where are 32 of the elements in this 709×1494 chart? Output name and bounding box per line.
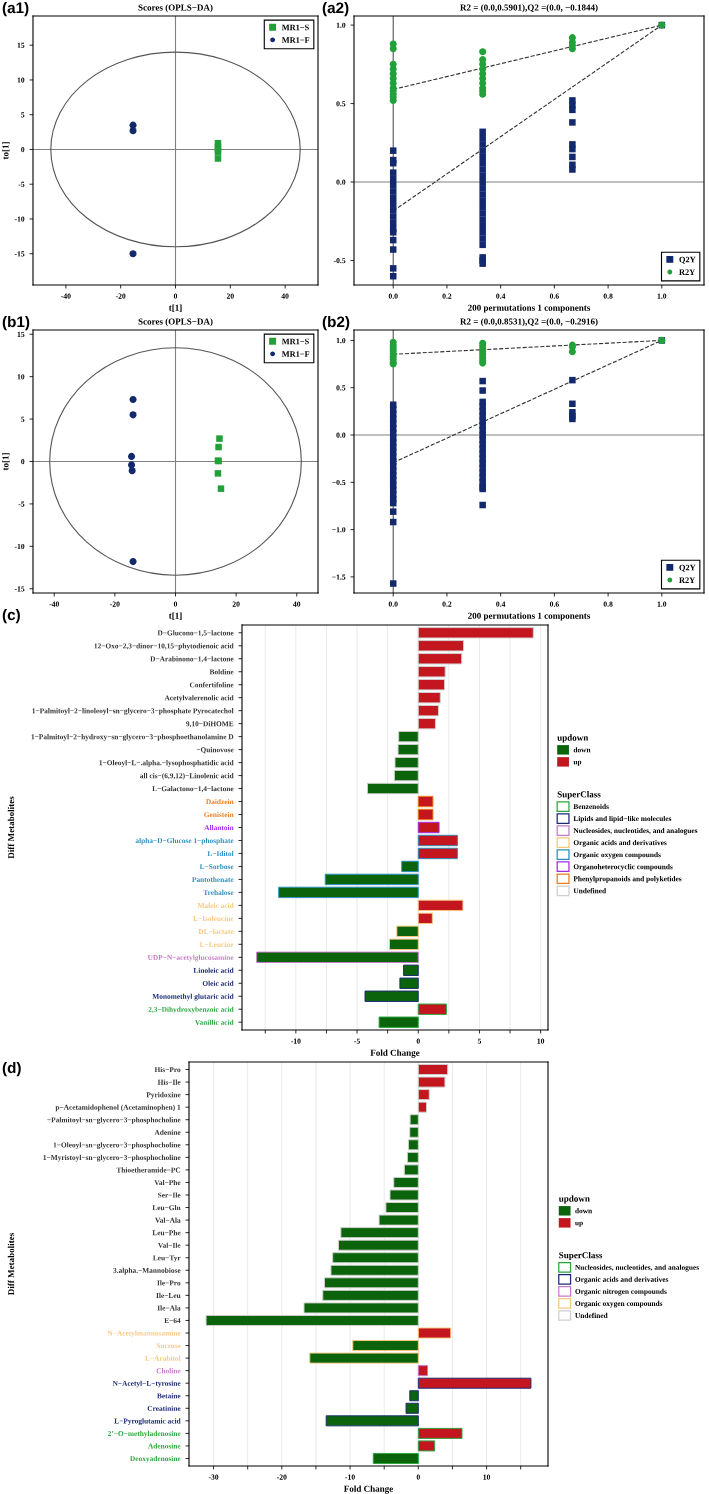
text: (d)	[2, 1062, 21, 1077]
text: (a2)	[322, 2, 349, 17]
legend-label: R2Y	[679, 269, 696, 275]
text: (c)	[2, 609, 20, 624]
legend-label: Q2Y	[679, 256, 696, 264]
text: (b1)	[2, 316, 30, 331]
chart-title: R2 = (0.0,0.5901),Q2 =(0.0, −0.1844)	[460, 4, 598, 13]
y-axis-title: Diff Metabolites	[7, 796, 15, 859]
x-axis-title: Fold Change	[343, 1485, 393, 1494]
y-axis-title: Diff Metabolites	[7, 1233, 15, 1296]
legend-label: MR1−F	[281, 351, 310, 357]
chart-title: Scores (OPLS−DA)	[138, 318, 213, 327]
legend-label: MR1−S	[281, 24, 309, 31]
x-axis-title: t[1]	[168, 612, 182, 620]
y-axis-title: to[1]	[2, 453, 10, 471]
text: updown	[557, 734, 589, 743]
y-axis-title: to[1]	[2, 142, 10, 160]
x-axis-title: 200 permutations 1 components	[468, 612, 591, 621]
text: (b2)	[322, 316, 350, 331]
text: updown	[558, 1195, 590, 1204]
legend-label: Q2Y	[679, 564, 696, 572]
text: (a1)	[2, 2, 29, 17]
chart-title: R2 = (0.0,0.8531),Q2 =(0.0, −0.2916)	[460, 318, 598, 327]
legend-label: MR1−S	[281, 338, 309, 345]
legend-label: MR1−F	[281, 37, 310, 43]
x-axis-title: Fold Change	[370, 1049, 420, 1058]
text: SuperClass	[557, 791, 601, 800]
legend-label: R2Y	[679, 577, 696, 583]
x-axis-title: 200 permutations 1 components	[468, 304, 591, 313]
text: SuperClass	[559, 1251, 603, 1261]
x-axis-title: t[1]	[168, 304, 182, 312]
chart-title: Scores (OPLS−DA)	[138, 4, 213, 13]
